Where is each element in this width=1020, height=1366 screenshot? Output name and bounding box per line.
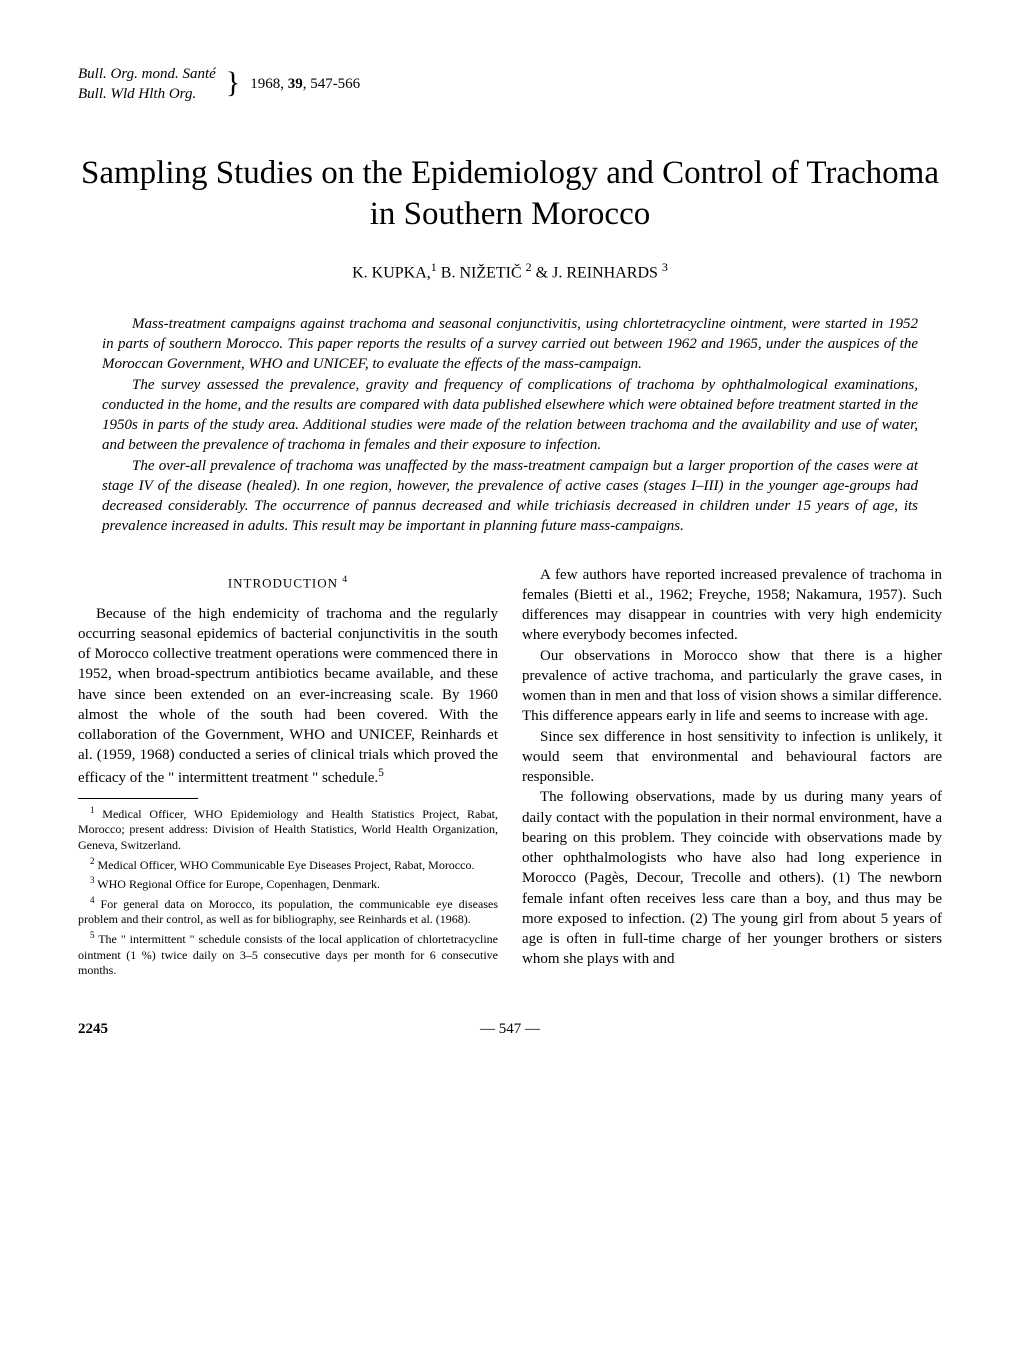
footer-center-page: — 547 — [480,1019,540,1039]
body-paragraph: A few authors have reported increased pr… [522,565,942,646]
page-footer: 2245 — 547 — [78,1019,942,1039]
footnote: 1 Medical Officer, WHO Epidemiology and … [78,805,498,854]
body-paragraph: Because of the high endemicity of tracho… [78,604,498,788]
body-paragraph: Since sex difference in host sensitivity… [522,727,942,788]
page-title: Sampling Studies on the Epidemiology and… [78,153,942,236]
abstract-paragraph: Mass-treatment campaigns against trachom… [102,314,918,375]
body-columns: INTRODUCTION 4 Because of the high endem… [78,565,942,979]
footnote: 5 The " intermittent " schedule consists… [78,930,498,979]
footnote: 2 Medical Officer, WHO Communicable Eye … [78,856,498,874]
citation-volume: 39 [288,76,303,92]
section-heading-introduction: INTRODUCTION 4 [78,573,498,592]
footnote-rule [78,798,198,799]
footnote: 3 WHO Regional Office for Europe, Copenh… [78,875,498,893]
footnotes: 1 Medical Officer, WHO Epidemiology and … [78,805,498,979]
journal-header: Bull. Org. mond. Santé Bull. Wld Hlth Or… [78,64,942,105]
journal-name-1: Bull. Org. mond. Santé [78,64,216,84]
footer-left-number: 2245 [78,1019,108,1039]
abstract-paragraph: The survey assessed the prevalence, grav… [102,375,918,456]
journal-names: Bull. Org. mond. Santé Bull. Wld Hlth Or… [78,64,216,105]
citation-year: 1968, [250,76,284,92]
footnote: 4 For general data on Morocco, its popul… [78,895,498,928]
brace-icon: } [226,72,240,96]
footer-right-spacer [912,1019,942,1039]
citation-pages: , 547-566 [303,76,361,92]
journal-name-2: Bull. Wld Hlth Org. [78,84,216,104]
body-paragraph: The following observations, made by us d… [522,787,942,969]
citation: 1968, 39, 547-566 [250,74,360,94]
abstract-paragraph: The over-all prevalence of trachoma was … [102,456,918,537]
authors: K. KUPKA,1 B. NIŽETIČ 2 & J. REINHARDS 3 [78,259,942,284]
abstract: Mass-treatment campaigns against trachom… [102,314,918,537]
body-paragraph: Our observations in Morocco show that th… [522,646,942,727]
